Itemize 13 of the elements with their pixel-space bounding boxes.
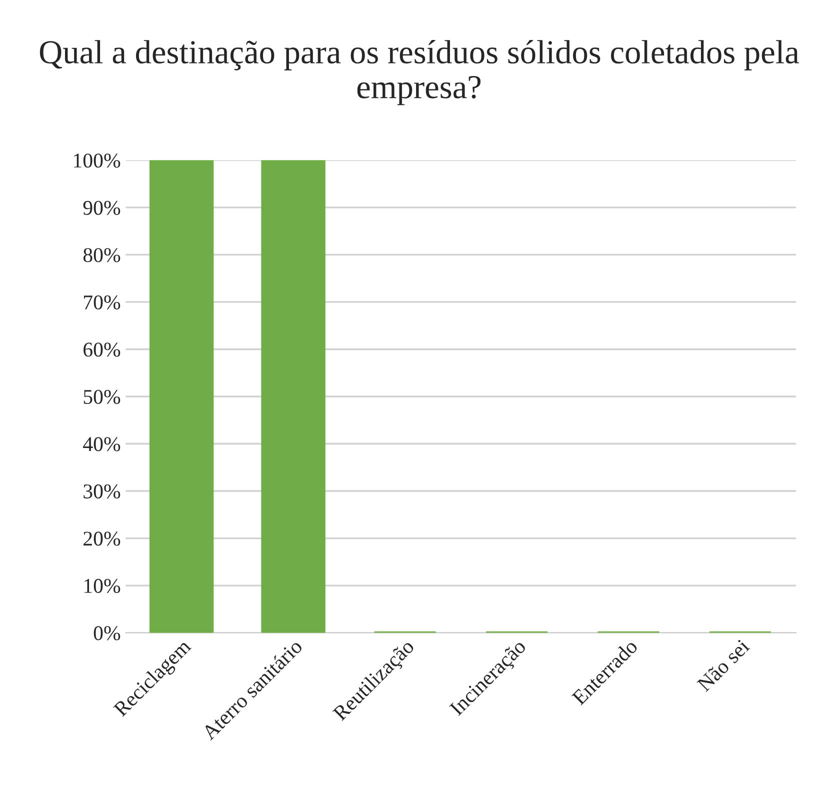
y-tick-label: 60% xyxy=(84,342,120,357)
x-tick-label: Não sei xyxy=(696,638,750,692)
y-tick-label: 30% xyxy=(84,484,120,499)
y-tick-label: 80% xyxy=(83,248,120,262)
y-tick-label: 20% xyxy=(84,532,120,546)
chart-title: Qual a destinação para os resíduos sólidos coletados pela empresa? xyxy=(40,40,799,106)
y-tick-label: 100% xyxy=(74,154,120,168)
y-tick-label: 50% xyxy=(84,390,120,404)
y-tick-label: 40% xyxy=(83,437,120,452)
y-tick-label: 0% xyxy=(94,626,120,640)
y-tick-label: 10% xyxy=(84,578,120,594)
y-tick-label: 70% xyxy=(84,295,120,310)
y-tick-label: 90% xyxy=(83,200,120,215)
